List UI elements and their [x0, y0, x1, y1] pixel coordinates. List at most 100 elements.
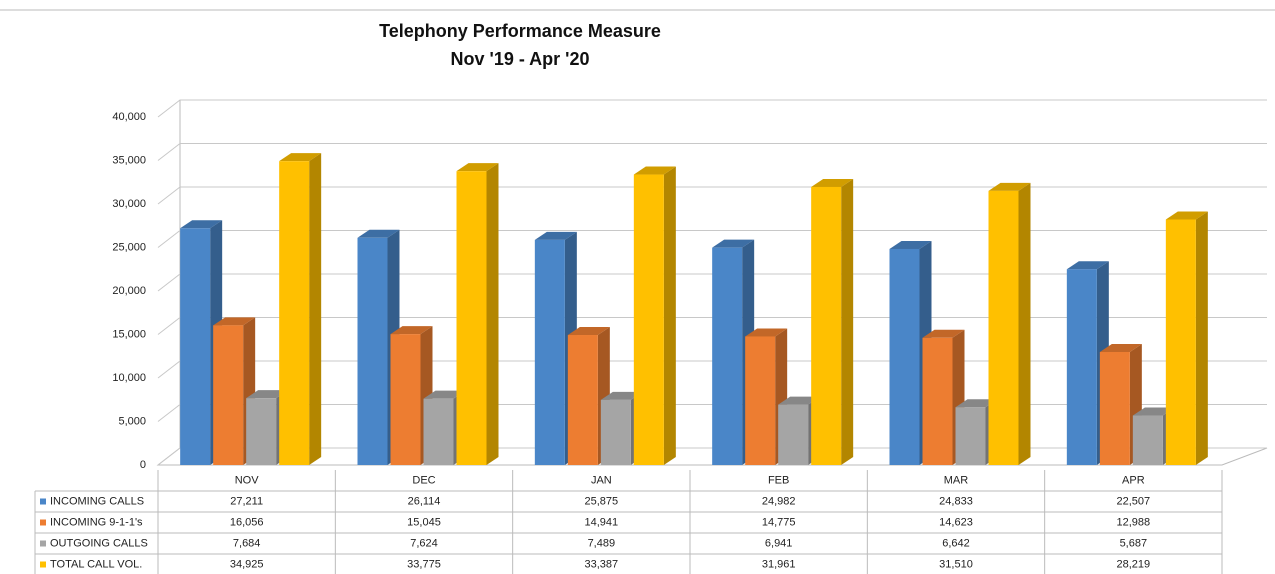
bar-top: [534, 231, 577, 240]
bar-side: [841, 178, 854, 465]
bar: [811, 178, 854, 465]
grid-line: [157, 99, 1267, 118]
table-value: 22,507: [1117, 495, 1151, 507]
bar-top: [778, 396, 821, 405]
bar: [1099, 344, 1142, 465]
bar-top: [1099, 344, 1142, 353]
y-tick-label: 35,000: [112, 154, 146, 166]
legend-label: OUTGOING CALLS: [50, 537, 148, 549]
bar-front: [1132, 415, 1163, 465]
table-value: 6,941: [765, 537, 793, 549]
y-tick-label: 15,000: [112, 328, 146, 340]
bar-front: [1165, 219, 1196, 465]
bar-top: [213, 317, 256, 326]
y-tick-label: 5,000: [118, 415, 146, 427]
table-value: 33,387: [585, 558, 619, 570]
legend-label: INCOMING CALLS: [50, 495, 144, 507]
bar-front: [922, 337, 953, 465]
bar-front: [778, 404, 809, 465]
x-tick-label: APR: [1122, 474, 1145, 486]
bar-top: [889, 240, 932, 249]
bar-front: [889, 248, 920, 465]
table-value: 6,642: [942, 537, 970, 549]
table-value: 27,211: [230, 495, 263, 507]
y-tick-label: 0: [140, 459, 146, 471]
bar-front: [279, 161, 310, 465]
bar: [988, 182, 1031, 465]
bar-top: [357, 229, 400, 238]
y-tick-label: 30,000: [112, 198, 146, 210]
grid-line: [157, 143, 1267, 161]
bar-front: [712, 247, 743, 465]
table-value: 5,687: [1120, 537, 1148, 549]
bar-top: [1066, 261, 1109, 270]
bar-top: [712, 239, 755, 248]
legend-swatch: [40, 561, 46, 568]
bar-front: [456, 171, 487, 465]
y-tick-label: 25,000: [112, 241, 146, 253]
bar-front: [745, 336, 776, 465]
table-value: 15,045: [407, 516, 441, 528]
table-value: 26,114: [408, 495, 441, 507]
bar-top: [811, 178, 854, 187]
bar-top: [180, 220, 223, 229]
x-tick-label: JAN: [591, 474, 612, 486]
legend-swatch: [40, 519, 46, 526]
bar: [456, 163, 499, 465]
bar-top: [633, 166, 676, 175]
bar-front: [955, 407, 986, 465]
chart-subtitle: Nov '19 - Apr '20: [451, 49, 590, 69]
table-value: 24,982: [762, 495, 796, 507]
legend-swatch: [40, 540, 46, 547]
bar-front: [633, 174, 664, 466]
bar-front: [988, 190, 1019, 465]
table-value: 31,961: [762, 558, 796, 570]
grid-line: [157, 186, 1267, 205]
table-value: 33,775: [407, 558, 441, 570]
bar-top: [279, 153, 322, 162]
table-value: 12,988: [1117, 516, 1151, 528]
bar: [633, 166, 676, 466]
bar-side: [309, 153, 322, 465]
bar-top: [988, 182, 1031, 191]
bar-top: [955, 399, 998, 408]
bar-top: [1132, 407, 1175, 416]
x-tick-label: DEC: [412, 474, 435, 486]
bar-side: [1195, 211, 1208, 465]
table-value: 28,219: [1117, 558, 1151, 570]
bar-front: [567, 335, 598, 465]
bar-front: [811, 186, 842, 465]
bar-top: [1165, 211, 1208, 220]
bar-top: [922, 329, 965, 338]
table-value: 14,623: [939, 516, 973, 528]
bar-top: [423, 390, 466, 399]
bar-top: [456, 163, 499, 172]
table-value: 16,056: [230, 516, 264, 528]
bar-front: [1066, 269, 1097, 465]
bar-front: [213, 325, 244, 465]
y-tick-label: 40,000: [112, 111, 146, 123]
table-value: 14,775: [762, 516, 796, 528]
x-tick-label: MAR: [944, 474, 969, 486]
chart-title: Telephony Performance Measure: [379, 21, 661, 41]
table-value: 31,510: [939, 558, 973, 570]
bar-top: [246, 390, 289, 399]
legend-swatch: [40, 498, 46, 505]
bar-top: [745, 328, 788, 337]
bar-side: [486, 163, 499, 465]
bar-side: [1018, 182, 1031, 465]
table-value: 24,833: [939, 495, 973, 507]
bar-front: [1099, 352, 1130, 465]
y-tick-label: 20,000: [112, 285, 146, 297]
x-tick-label: NOV: [235, 474, 260, 486]
bar-front: [534, 239, 565, 465]
table-value: 25,875: [585, 495, 619, 507]
bar: [279, 153, 322, 465]
bar-top: [390, 326, 433, 335]
bar-top: [567, 327, 610, 336]
table-value: 7,684: [233, 537, 261, 549]
table-value: 7,489: [588, 537, 616, 549]
x-tick-label: FEB: [768, 474, 789, 486]
table-value: 7,624: [410, 537, 438, 549]
